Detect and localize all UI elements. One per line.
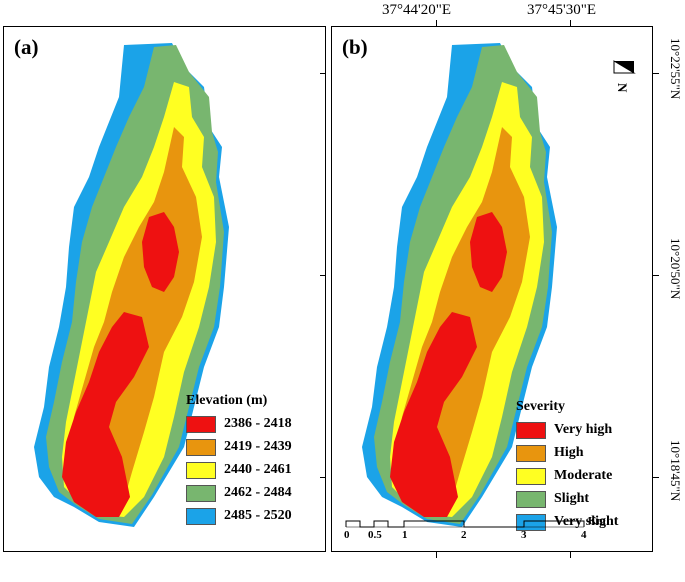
legend-swatch <box>186 438 216 456</box>
scale-tick-label: 2 <box>461 529 467 541</box>
map-zones-a <box>34 43 229 527</box>
legend-label: High <box>554 445 584 460</box>
latitude-label-2: 10°20'50"N <box>668 238 683 300</box>
legend-label: 2462 - 2484 <box>224 485 292 500</box>
legend-label: Very high <box>554 422 613 437</box>
scale-bar: 0 0.5 1 2 3 4 Km <box>344 515 606 545</box>
scale-tick-label: 0 <box>344 529 350 541</box>
legend-row: 2462 - 2484 <box>186 483 292 503</box>
legend-title: Elevation (m) <box>186 393 268 408</box>
legend-swatch <box>516 490 546 508</box>
scale-tick-label: 4 <box>581 529 587 541</box>
latitude-tick <box>320 73 326 74</box>
legend-label: 2419 - 2439 <box>224 439 292 454</box>
panel-a-label: (a) <box>14 35 39 59</box>
zone-very-high-north <box>142 212 179 292</box>
map-zones-b <box>362 43 557 527</box>
panel-b-label: (b) <box>342 35 368 59</box>
legend-label: Moderate <box>554 468 613 483</box>
scale-bar-graphic <box>345 520 585 528</box>
longitude-tick <box>570 552 571 558</box>
legend-label: Slight <box>554 491 590 506</box>
north-arrow-icon: N <box>613 60 636 93</box>
legend-label: 2386 - 2418 <box>224 416 292 431</box>
legend-title: Severity <box>516 399 565 414</box>
latitude-label-1: 10°22'55"N <box>668 38 683 100</box>
longitude-label-2: 37°45'30"E <box>527 2 596 18</box>
zone-very-high-north <box>470 212 507 292</box>
legend-row: Very high <box>516 420 618 440</box>
scale-tick-label: 1 <box>402 529 408 541</box>
elevation-map <box>34 43 229 527</box>
elevation-map-panel: (a) Elevation (m) 2386 - 2418 2419 - 243… <box>3 26 326 552</box>
longitude-tick <box>436 552 437 558</box>
scale-tick-label: 3 <box>521 529 527 541</box>
legend-swatch <box>186 461 216 479</box>
severity-map: N <box>362 43 636 527</box>
latitude-tick <box>320 275 326 276</box>
legend-row: 2440 - 2461 <box>186 460 292 480</box>
legend-label: 2485 - 2520 <box>224 508 292 523</box>
latitude-tick <box>653 477 659 478</box>
legend-row: 2419 - 2439 <box>186 437 292 457</box>
svg-text:N: N <box>615 83 630 93</box>
longitude-tick-2 <box>570 20 571 26</box>
legend-row: 2386 - 2418 <box>186 414 292 434</box>
elevation-legend: Elevation (m) 2386 - 2418 2419 - 2439 24… <box>186 393 292 529</box>
legend-row: Moderate <box>516 466 618 486</box>
longitude-tick-1 <box>436 20 437 26</box>
longitude-label-1: 37°44'20"E <box>382 2 451 18</box>
legend-row: High <box>516 443 618 463</box>
legend-row: Slight <box>516 489 618 509</box>
zone-very-high-south <box>390 312 477 517</box>
severity-map-panel: (b) N Severity Very high High Moderate S… <box>331 26 653 552</box>
legend-swatch <box>186 415 216 433</box>
legend-row: 2485 - 2520 <box>186 506 292 526</box>
legend-swatch <box>516 444 546 462</box>
legend-swatch <box>186 484 216 502</box>
latitude-tick <box>653 73 659 74</box>
legend-swatch <box>516 467 546 485</box>
legend-swatch <box>186 507 216 525</box>
latitude-tick <box>320 477 326 478</box>
zone-very-high-south <box>62 312 149 517</box>
latitude-label-3: 10°18'45"N <box>668 440 683 502</box>
scale-tick-label: 0.5 <box>368 529 382 541</box>
scale-unit: Km <box>588 515 606 527</box>
legend-swatch <box>516 421 546 439</box>
legend-label: Very slight <box>554 514 619 529</box>
legend-label: 2440 - 2461 <box>224 462 292 477</box>
latitude-tick <box>653 275 659 276</box>
